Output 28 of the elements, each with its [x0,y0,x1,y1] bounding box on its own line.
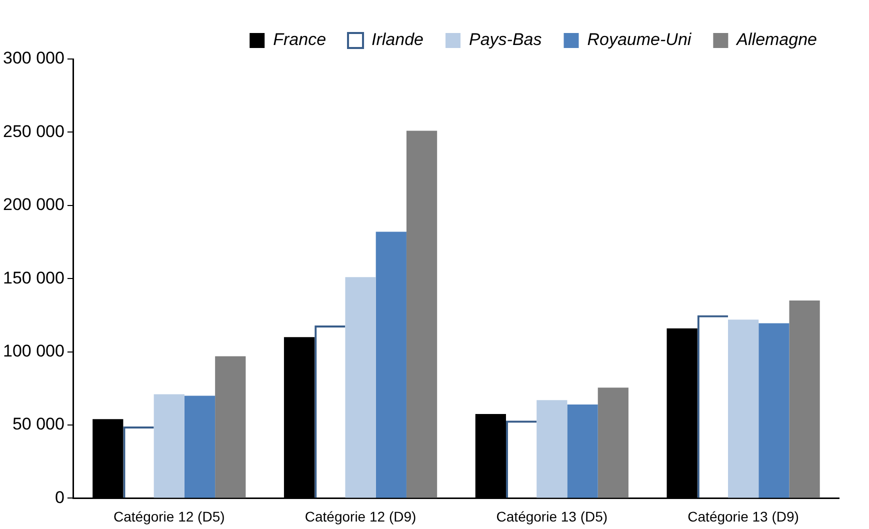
x-tick-label: Catégorie 13 (D9) [688,508,799,524]
y-tick-label: 200 000 [3,195,64,214]
y-tick-label: 300 000 [3,48,64,68]
legend-label: Allemagne [736,30,817,50]
bar [345,277,376,498]
bar [154,394,184,498]
bar [728,320,759,498]
x-tick-label: Catégorie 13 (D5) [496,508,608,524]
bar [598,388,628,498]
bar [376,232,406,498]
y-tick-label: 250 000 [3,122,64,141]
bar [215,356,246,498]
bar [184,396,216,498]
x-tick-label: Catégorie 12 (D9) [304,508,416,524]
y-tick-label: 0 [54,488,64,507]
y-tick-label: 50 000 [12,414,64,434]
y-tick-label: 100 000 [3,341,64,360]
x-tick-label: Catégorie 12 (D5) [114,508,225,524]
legend-label: France [273,30,326,50]
legend-label: Pays-Bas [469,30,542,50]
bar [536,400,568,498]
bar [789,300,820,498]
bar [406,130,438,498]
y-tick-label: 150 000 [3,268,64,288]
bar [758,323,790,498]
bar [567,404,598,498]
legend-label: Irlande [372,30,424,50]
legend-label: Royaume-Uni [587,30,692,50]
